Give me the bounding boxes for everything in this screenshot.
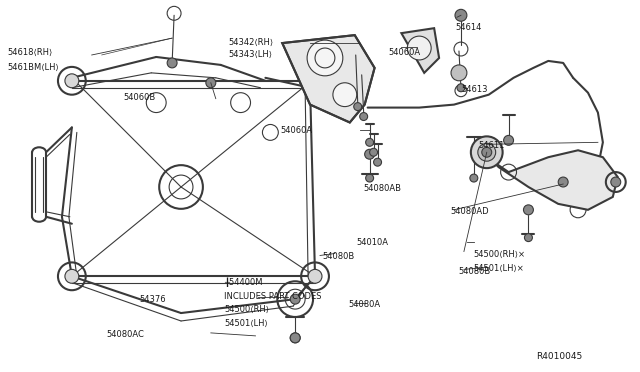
Circle shape — [308, 74, 322, 88]
Circle shape — [457, 84, 465, 92]
Text: 54614: 54614 — [455, 23, 482, 32]
Text: 54500⟨RH⟩×: 54500⟨RH⟩× — [474, 250, 525, 259]
Text: 54060A: 54060A — [280, 126, 313, 135]
Circle shape — [524, 205, 533, 215]
Circle shape — [504, 135, 513, 145]
Text: 54376: 54376 — [139, 295, 166, 304]
Circle shape — [360, 113, 367, 121]
Circle shape — [470, 174, 478, 182]
Text: INCLUDES PART CODES: INCLUDES PART CODES — [224, 292, 321, 301]
Circle shape — [167, 58, 177, 68]
Circle shape — [206, 78, 216, 88]
Text: 54010A: 54010A — [357, 238, 389, 247]
Circle shape — [370, 148, 378, 156]
Text: 54613: 54613 — [461, 85, 488, 94]
Text: 54343⟨LH⟩: 54343⟨LH⟩ — [228, 51, 272, 60]
Circle shape — [333, 83, 356, 107]
Circle shape — [365, 138, 374, 146]
Circle shape — [407, 36, 431, 60]
Text: ╂54400M: ╂54400M — [224, 278, 262, 288]
Text: 54501⟨LH⟩×: 54501⟨LH⟩× — [474, 263, 524, 272]
Text: 54060B: 54060B — [123, 93, 156, 102]
Text: 54080B: 54080B — [322, 252, 354, 262]
Circle shape — [365, 149, 374, 159]
Polygon shape — [401, 28, 439, 73]
Circle shape — [307, 40, 343, 76]
Text: 54501⟨LH⟩: 54501⟨LH⟩ — [224, 319, 268, 328]
Text: 54060A: 54060A — [388, 48, 420, 57]
Circle shape — [558, 177, 568, 187]
Polygon shape — [282, 35, 374, 122]
Circle shape — [524, 234, 532, 241]
Text: 54080AB: 54080AB — [363, 185, 401, 193]
Circle shape — [478, 143, 495, 161]
Circle shape — [65, 269, 79, 283]
Circle shape — [290, 333, 300, 343]
Circle shape — [455, 9, 467, 21]
Text: 5461BM⟨LH⟩: 5461BM⟨LH⟩ — [8, 63, 60, 72]
Text: 54080A: 54080A — [349, 300, 381, 310]
Text: R4010045: R4010045 — [536, 352, 582, 361]
Circle shape — [374, 158, 381, 166]
Text: 54611: 54611 — [479, 141, 505, 150]
Circle shape — [451, 65, 467, 81]
Circle shape — [65, 74, 79, 88]
Circle shape — [354, 103, 362, 110]
Circle shape — [290, 294, 300, 304]
Circle shape — [611, 177, 621, 187]
Circle shape — [365, 174, 374, 182]
Circle shape — [471, 137, 502, 168]
Text: 54080AD: 54080AD — [451, 207, 490, 217]
Circle shape — [482, 147, 492, 157]
Text: 54342⟨RH⟩: 54342⟨RH⟩ — [228, 38, 273, 46]
Text: 54080AC: 54080AC — [107, 330, 145, 339]
Circle shape — [290, 333, 300, 343]
Text: 54618⟨RH⟩: 54618⟨RH⟩ — [8, 48, 52, 57]
Text: 54080B: 54080B — [458, 267, 491, 276]
Text: 54500⟨RH⟩: 54500⟨RH⟩ — [224, 305, 269, 314]
Polygon shape — [479, 147, 618, 210]
Circle shape — [308, 269, 322, 283]
